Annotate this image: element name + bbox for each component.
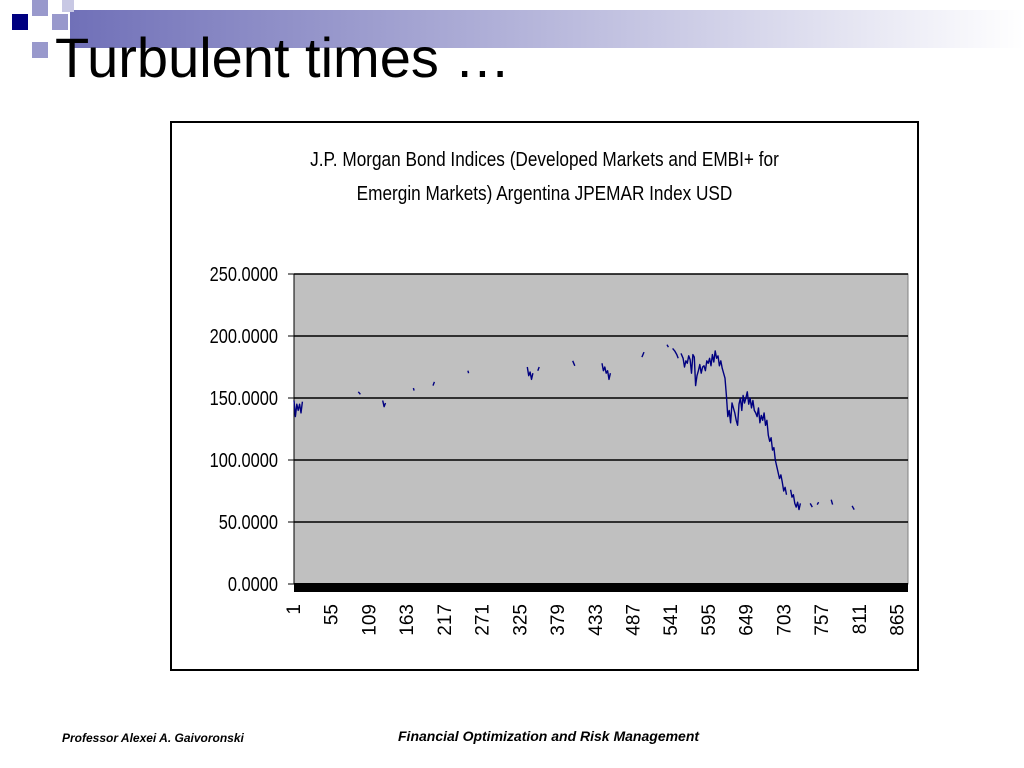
x-tick-label: 649 [737, 604, 758, 636]
top-gradient-bar [70, 10, 1024, 48]
series-line-segment [809, 503, 813, 508]
x-tick-label: 811 [850, 604, 871, 634]
y-tick-label: 250.0000 [210, 262, 278, 285]
x-tick-label: 379 [548, 604, 569, 636]
series-line-segment [641, 351, 645, 358]
deco-square-dark [12, 14, 28, 30]
x-tick-label: 757 [812, 604, 833, 636]
y-tick-label: 0.0000 [228, 572, 278, 595]
chart-frame: J.P. Morgan Bond Indices (Developed Mark… [170, 121, 919, 671]
deco-square-light [52, 14, 68, 30]
series-line-segment [572, 360, 576, 367]
series-line-segment [851, 505, 855, 510]
y-tick-label: 150.0000 [210, 386, 278, 409]
series-line-segment [830, 499, 834, 505]
chart-title-line-1: J.P. Morgan Bond Indices (Developed Mark… [310, 149, 779, 171]
deco-square-pale [62, 0, 74, 12]
y-tick-label: 200.0000 [210, 324, 278, 347]
title-decoration [12, 0, 1024, 58]
plot-area [293, 273, 909, 585]
series-line-segment [357, 391, 361, 395]
series-line-segment [680, 350, 788, 495]
series-line-segment [537, 366, 540, 371]
x-tick-label: 703 [774, 604, 795, 636]
chart-title-line-2: Emergin Markets) Argentina JPEMAR Index … [356, 183, 733, 205]
x-tick-label: 55 [322, 604, 343, 625]
x-tick-label: 487 [623, 604, 644, 636]
footer-author: Professor Alexei A. Gaivoronski [62, 731, 244, 745]
x-tick-label: 865 [888, 604, 909, 636]
series-line-segment [293, 400, 304, 418]
x-tick-label: 1 [284, 604, 305, 615]
series-line-segment [382, 400, 387, 408]
chart-title: J.P. Morgan Bond Indices (Developed Mark… [224, 143, 865, 211]
series-line-segment [526, 366, 534, 381]
x-tick-label: 325 [510, 604, 531, 636]
series-line-segment [816, 501, 820, 505]
x-tick-label: 433 [586, 604, 607, 636]
deco-square-light [32, 42, 48, 58]
series-line-segment [432, 381, 436, 386]
series-line-segment [666, 344, 670, 348]
series-line-segment [412, 387, 415, 391]
y-tick-label: 100.0000 [210, 448, 278, 471]
x-tick-label: 109 [359, 604, 380, 636]
y-tick-label: 50.0000 [219, 510, 278, 533]
slide-title: Turbulent times … [55, 26, 511, 89]
series-line-segment [789, 489, 802, 511]
series-line-segment [601, 363, 612, 381]
x-tick-label: 271 [473, 604, 494, 636]
x-tick-label: 595 [699, 604, 720, 636]
deco-square-light [32, 0, 48, 16]
x-tick-label: 163 [397, 604, 418, 636]
x-tick-band [294, 583, 908, 592]
footer-course: Financial Optimization and Risk Manageme… [398, 728, 700, 744]
series-line-segment [672, 347, 679, 359]
series-line-segment [467, 370, 470, 374]
x-tick-label: 217 [435, 604, 456, 636]
line-chart: 0.0000 50.0000 100.0000 150.0000 200.0000 250… [210, 262, 909, 636]
x-tick-label: 541 [661, 604, 682, 636]
